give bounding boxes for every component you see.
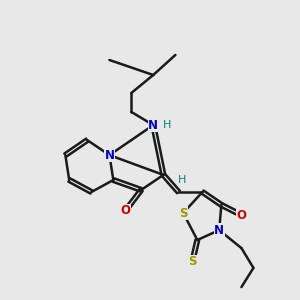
Text: S: S [188, 255, 196, 268]
Text: O: O [236, 208, 246, 222]
Text: H: H [178, 175, 186, 185]
Text: H: H [163, 120, 171, 130]
Text: O: O [120, 204, 130, 218]
Text: N: N [148, 118, 158, 132]
Text: N: N [214, 224, 224, 237]
Text: N: N [104, 148, 114, 162]
Text: S: S [179, 206, 188, 220]
